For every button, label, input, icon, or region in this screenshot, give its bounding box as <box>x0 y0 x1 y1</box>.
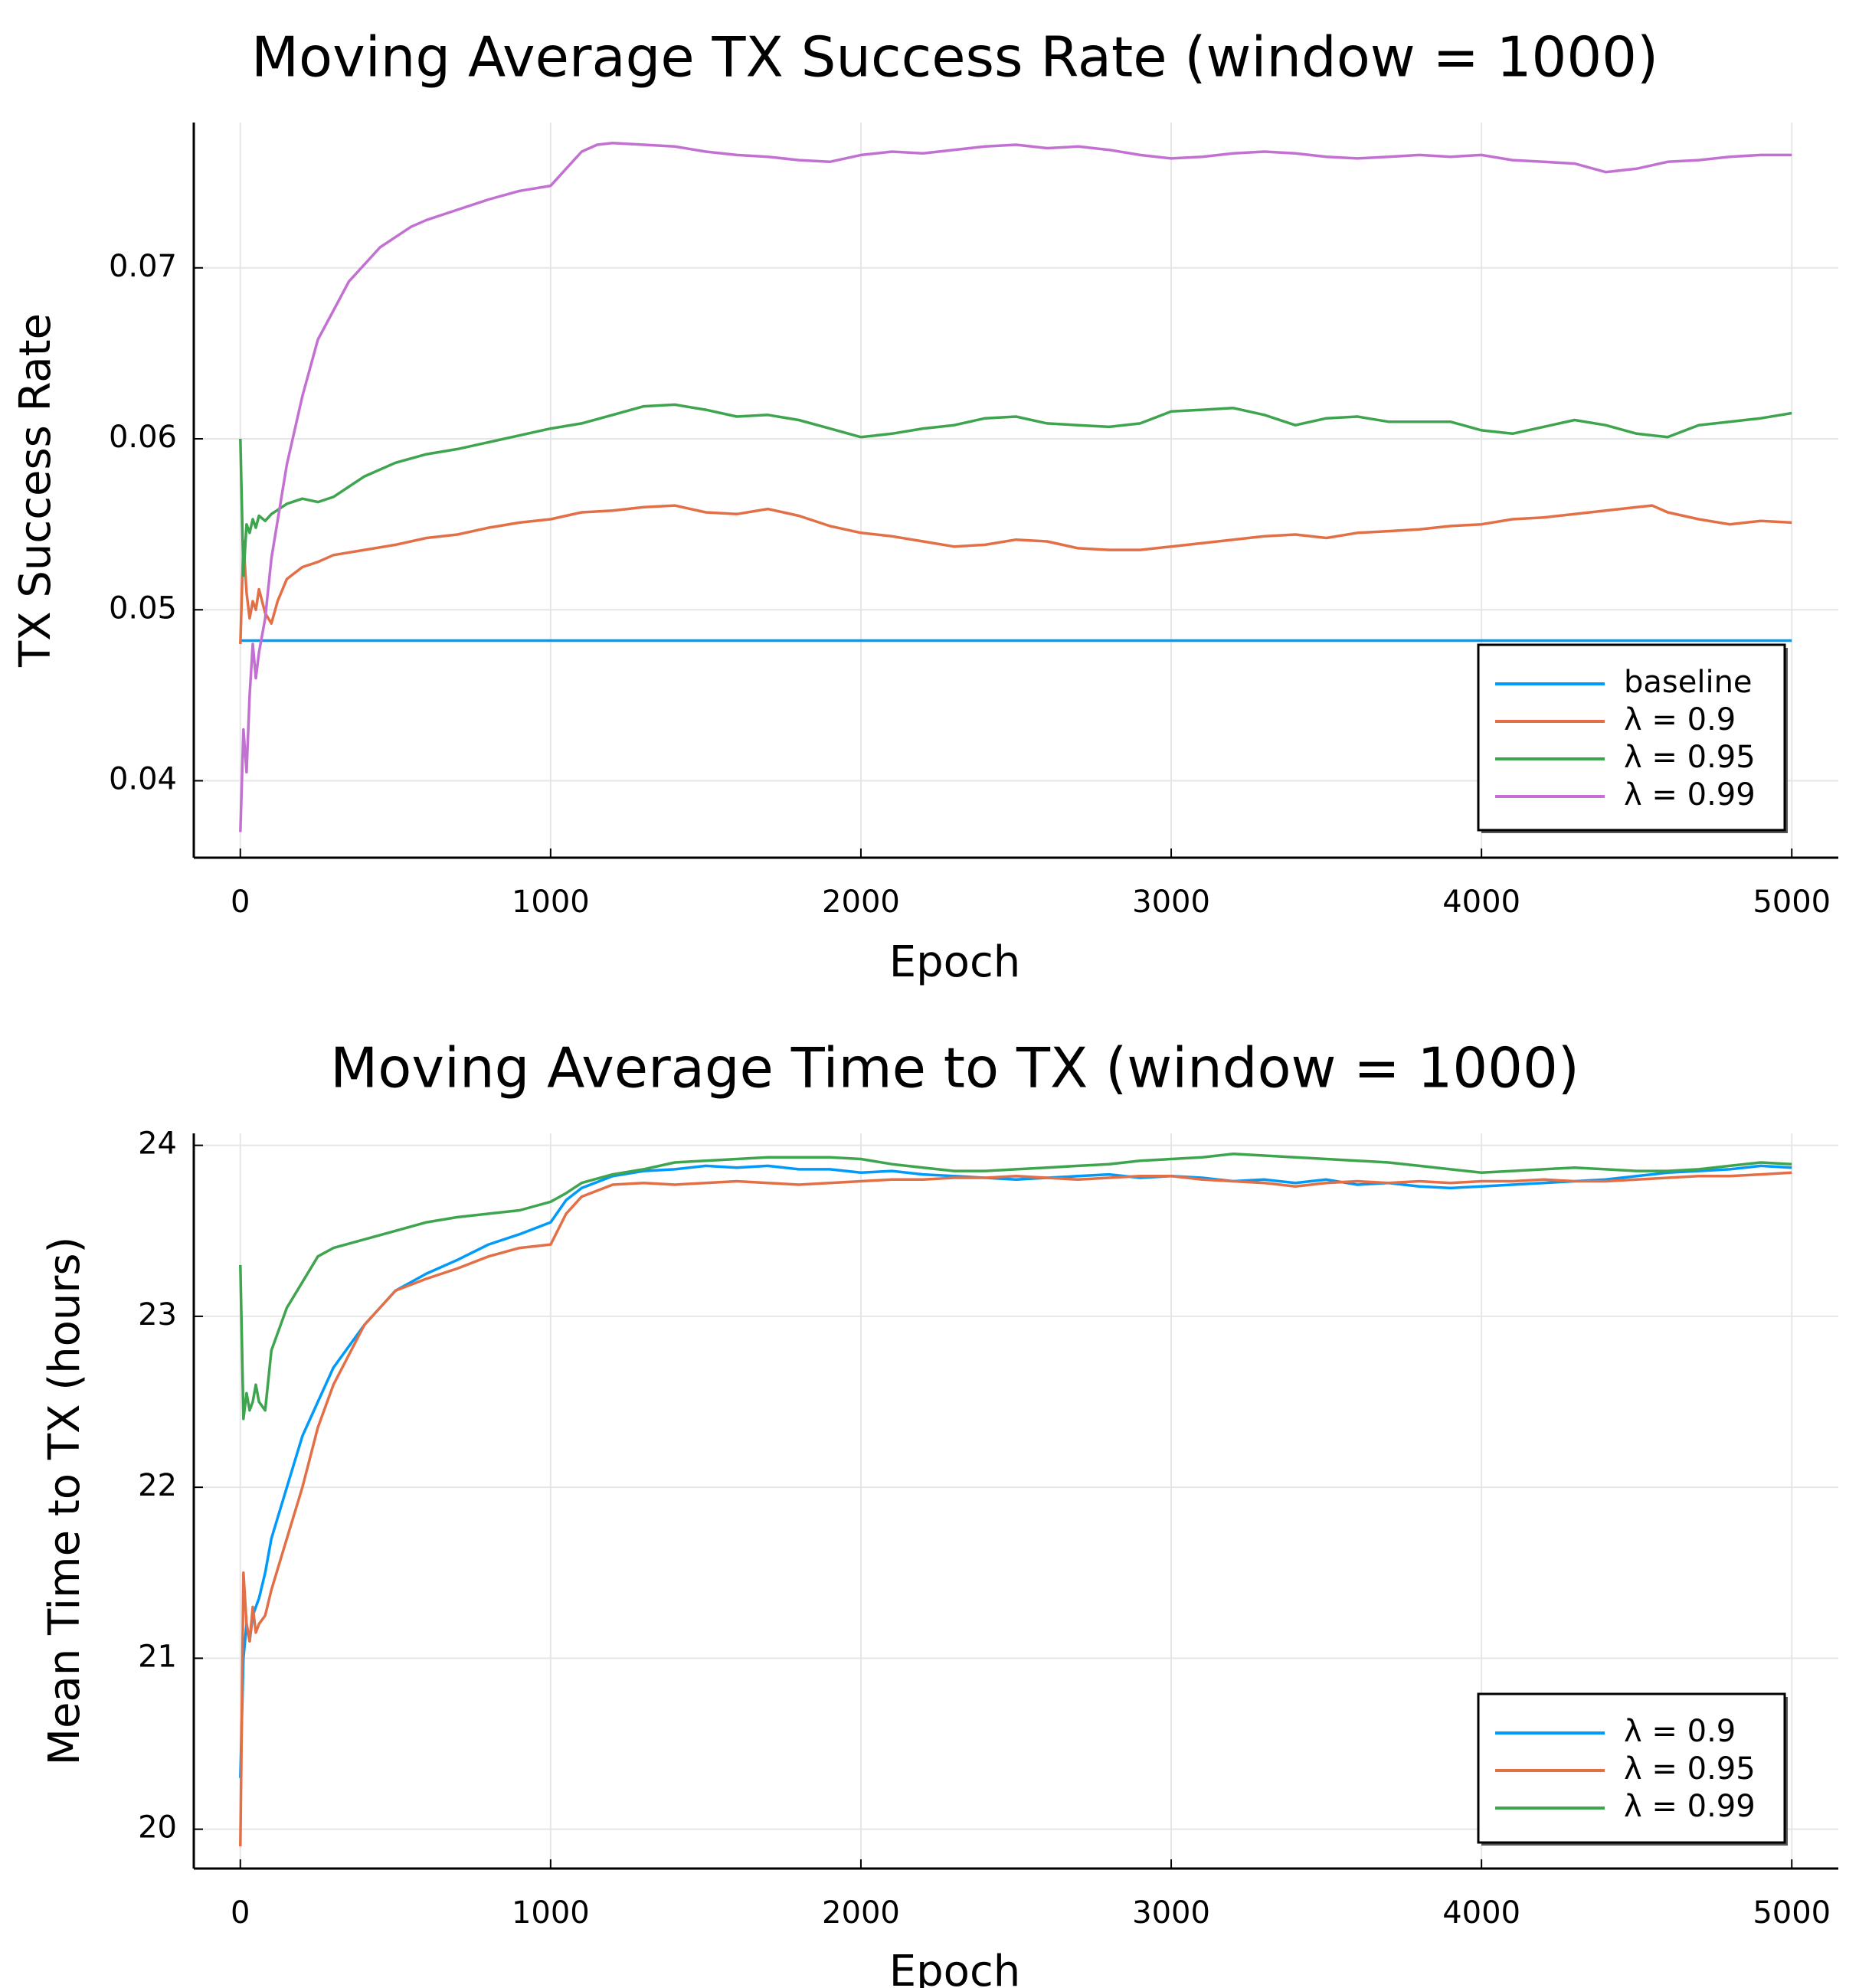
chart-0-x-tick-label: 1000 <box>512 884 590 920</box>
chart-0-series-group <box>239 142 1792 832</box>
chart-0-legend-label-1: λ = 0.9 <box>1624 702 1736 737</box>
chart-0-y-axis-label: TX Success Rate <box>11 313 61 668</box>
chart-0-title: Moving Average TX Success Rate (window =… <box>251 25 1658 90</box>
chart-1-y-tick-label: 23 <box>138 1297 177 1332</box>
chart-0-series-line-2 <box>239 403 1792 577</box>
chart-1-x-axis-label: Epoch <box>889 1947 1020 1988</box>
chart-0-legend-label-3: λ = 0.99 <box>1624 777 1756 813</box>
chart-1-series-line-0 <box>239 1164 1792 1778</box>
chart-0-y-tick-label: 0.06 <box>109 420 177 455</box>
chart-0-x-tick-label: 4000 <box>1442 884 1520 920</box>
chart-0-x-axis-label: Epoch <box>889 937 1020 987</box>
chart-0-legend-label-0: baseline <box>1624 665 1753 700</box>
chart-0-y-tick-label: 0.05 <box>109 590 177 626</box>
chart-1-legend-label-2: λ = 0.99 <box>1624 1789 1756 1824</box>
chart-1-legend-label-1: λ = 0.95 <box>1624 1751 1756 1787</box>
chart-1-x-tick-label: 5000 <box>1753 1895 1831 1931</box>
chart-1-x-tick-label: 4000 <box>1442 1895 1520 1931</box>
chart-0-legend-box <box>1477 643 1786 832</box>
chart-tx-success-rate: Moving Average TX Success Rate (window =… <box>11 25 1838 987</box>
chart-1-y-tick-label: 24 <box>138 1126 177 1162</box>
chart-1-y-axis-label: Mean Time to TX (hours) <box>40 1237 90 1766</box>
chart-0-x-tick-label: 2000 <box>822 884 900 920</box>
chart-0-x-tick-label: 5000 <box>1753 884 1831 920</box>
chart-1-series-line-1 <box>239 1171 1792 1847</box>
chart-0-x-tick-label: 0 <box>231 884 250 920</box>
chart-1-x-tick-label: 0 <box>231 1895 250 1931</box>
chart-1-legend: λ = 0.9λ = 0.95λ = 0.99 <box>1477 1692 1788 1846</box>
chart-1-series-line-2 <box>239 1153 1792 1421</box>
chart-0-x-tick-label: 3000 <box>1132 884 1210 920</box>
chart-0-legend-label-2: λ = 0.95 <box>1624 740 1756 775</box>
chart-1-x-tick-label: 2000 <box>822 1895 900 1931</box>
chart-0-y-tick-label: 0.04 <box>109 762 177 797</box>
chart-1-legend-box <box>1477 1692 1786 1844</box>
chart-0-series-line-1 <box>239 504 1792 644</box>
chart-0-y-tick-label: 0.07 <box>109 249 177 284</box>
chart-0-series-line-3 <box>239 142 1792 832</box>
chart-1-y-tick-label: 22 <box>138 1468 177 1503</box>
chart-1-x-tick-label: 1000 <box>512 1895 590 1931</box>
chart-1-series-group <box>239 1153 1792 1847</box>
chart-time-to-tx: Moving Average Time to TX (window = 1000… <box>40 1036 1838 1988</box>
chart-1-y-tick-label: 20 <box>138 1810 177 1846</box>
chart-1-title: Moving Average Time to TX (window = 1000… <box>330 1036 1579 1100</box>
chart-1-x-tick-label: 3000 <box>1132 1895 1210 1931</box>
chart-1-legend-label-0: λ = 0.9 <box>1624 1714 1736 1749</box>
chart-1-y-tick-label: 21 <box>138 1639 177 1674</box>
